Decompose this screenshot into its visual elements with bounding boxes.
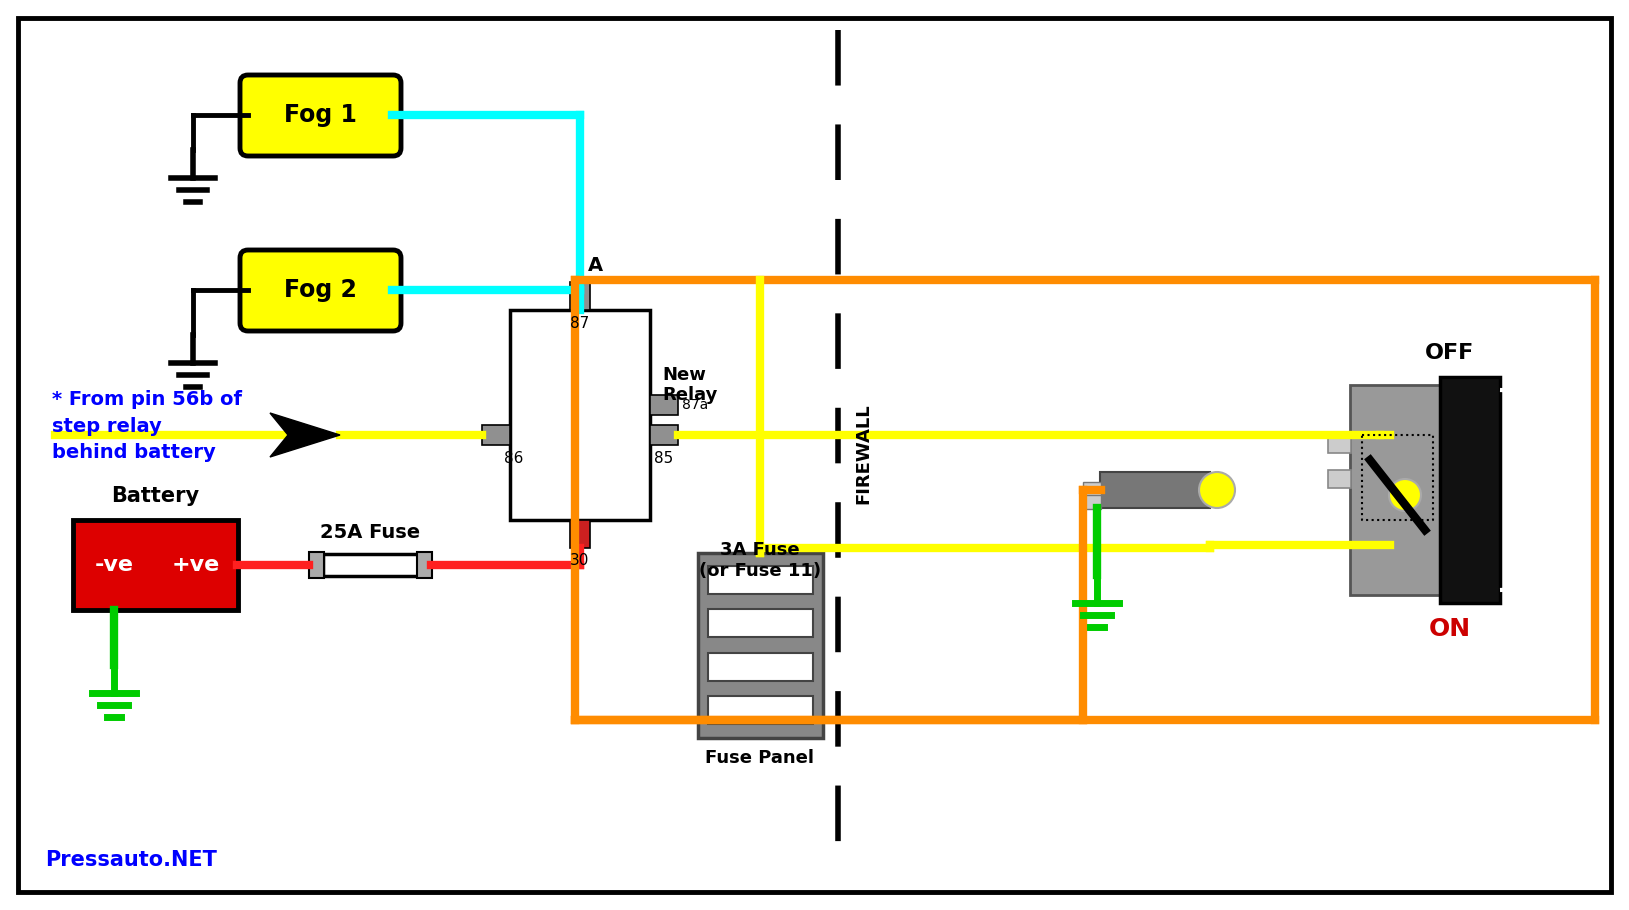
Bar	[1328, 435, 1350, 453]
Bar	[1100, 472, 1210, 508]
Text: Fog 2: Fog 2	[283, 278, 357, 302]
Text: A: A	[588, 256, 603, 275]
Bar	[570, 520, 590, 548]
Text: 86: 86	[505, 451, 523, 466]
Bar	[73, 520, 238, 610]
Circle shape	[1390, 479, 1420, 511]
Bar	[650, 425, 678, 445]
Text: -ve: -ve	[94, 555, 134, 575]
Text: * From pin 56b of
step relay
behind battery: * From pin 56b of step relay behind batt…	[52, 390, 243, 462]
Bar	[1083, 495, 1101, 509]
Text: Fuse Panel: Fuse Panel	[705, 749, 814, 767]
Text: 87: 87	[570, 316, 590, 331]
Polygon shape	[270, 413, 340, 457]
Text: New
Relay: New Relay	[661, 366, 717, 404]
Bar	[709, 609, 813, 637]
Bar	[709, 653, 813, 681]
Text: 25A Fuse: 25A Fuse	[319, 523, 420, 542]
Text: 85: 85	[655, 451, 674, 466]
Text: OFF: OFF	[1425, 343, 1474, 363]
FancyBboxPatch shape	[239, 75, 401, 156]
Bar	[1440, 377, 1500, 603]
Bar	[570, 282, 590, 310]
Text: 3A Fuse
(or Fuse 11): 3A Fuse (or Fuse 11)	[699, 541, 821, 580]
Bar	[510, 310, 650, 520]
Circle shape	[1199, 472, 1235, 508]
Text: Battery: Battery	[111, 486, 199, 506]
Text: +ve: +ve	[173, 555, 220, 575]
Bar	[709, 696, 813, 724]
Text: ON: ON	[1429, 617, 1471, 641]
Text: 87a: 87a	[683, 398, 709, 412]
Bar	[709, 566, 813, 594]
Text: FIREWALL: FIREWALL	[854, 404, 872, 504]
Bar	[697, 553, 823, 738]
Text: Pressauto.NET: Pressauto.NET	[46, 850, 217, 870]
Bar	[310, 552, 324, 578]
Bar	[1083, 482, 1101, 496]
Bar	[1350, 385, 1445, 595]
Text: Fog 1: Fog 1	[283, 103, 357, 127]
Bar	[482, 425, 510, 445]
Text: 30: 30	[570, 553, 590, 568]
FancyBboxPatch shape	[239, 250, 401, 331]
Bar	[650, 395, 678, 415]
Bar	[417, 552, 432, 578]
Bar	[323, 554, 419, 576]
Bar	[1328, 470, 1350, 488]
